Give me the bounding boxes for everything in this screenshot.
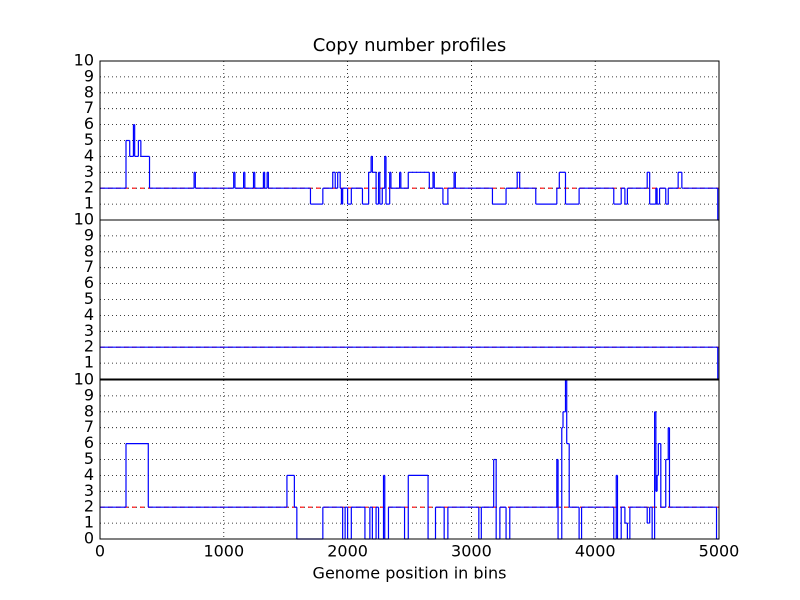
plot-frame <box>99 379 720 540</box>
y-tick-label: 8 <box>84 241 94 260</box>
y-tick-label: 4 <box>84 305 94 324</box>
plot-frame <box>99 219 720 380</box>
y-tick-label: 9 <box>84 66 94 85</box>
y-tick-label: 0 <box>84 529 94 548</box>
y-tick-label: 2 <box>84 497 94 516</box>
x-tick-label: 3000 <box>451 542 492 561</box>
y-tick-label: 10 <box>74 51 94 70</box>
y-tick-label: 10 <box>74 370 94 389</box>
y-tick-label: 7 <box>84 257 94 276</box>
chart-title: Copy number profiles <box>313 35 507 56</box>
y-tick-label: 1 <box>84 353 94 372</box>
y-tick-label: 3 <box>84 321 94 340</box>
y-tick-label: 1 <box>84 513 94 532</box>
y-tick-label: 8 <box>84 401 94 420</box>
y-tick-label: 6 <box>84 433 94 452</box>
y-tick-label: 8 <box>84 82 94 101</box>
x-tick-label: 4000 <box>575 542 616 561</box>
y-tick-label: 10 <box>74 210 94 229</box>
x-tick-label: 1000 <box>203 542 244 561</box>
y-tick-label: 9 <box>84 225 94 244</box>
y-tick-label: 4 <box>84 146 94 165</box>
y-tick-label: 1 <box>84 194 94 213</box>
y-tick-label: 3 <box>84 481 94 500</box>
x-tick-label: 0 <box>95 542 105 561</box>
y-tick-label: 5 <box>84 289 94 308</box>
y-tick-label: 6 <box>84 273 94 292</box>
x-tick-label: 5000 <box>699 542 740 561</box>
y-tick-label: 9 <box>84 385 94 404</box>
y-tick-label: 6 <box>84 114 94 133</box>
y-tick-label: 4 <box>84 465 94 484</box>
y-tick-label: 2 <box>84 178 94 197</box>
x-axis-label: Genome position in bins <box>313 564 507 583</box>
y-tick-label: 3 <box>84 162 94 181</box>
y-tick-label: 5 <box>84 449 94 468</box>
x-tick-label: 2000 <box>327 542 368 561</box>
y-tick-label: 2 <box>84 337 94 356</box>
y-tick-label: 7 <box>84 417 94 436</box>
y-tick-label: 5 <box>84 130 94 149</box>
y-tick-label: 7 <box>84 98 94 117</box>
